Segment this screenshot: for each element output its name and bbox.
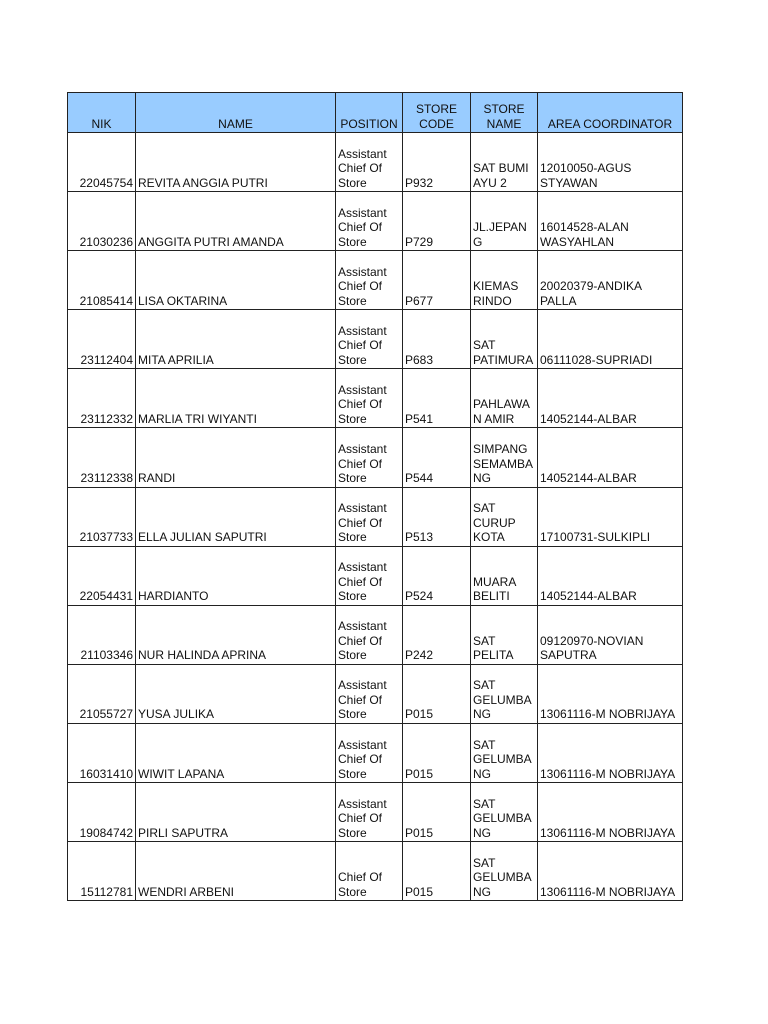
cell-position: Assistant Chief Of Store (335, 131, 403, 193)
table-row: 23112332 MARLIA TRI WIYANTI Assistant Chie… (67, 368, 683, 429)
cell-store-name: SAT PELITA (470, 604, 538, 665)
cell-nik: 23112332 (67, 368, 136, 429)
cell-name: NUR HALINDA APRINA (135, 604, 336, 665)
header-row: NIK NAME POSITION STORE CODE STORE NAME AREA … (67, 92, 683, 133)
cell-store-code: P729 (402, 191, 471, 252)
cell-area-coordinator: 13061116-M NOBRIJAYA (537, 841, 683, 902)
cell-nik: 21103346 (67, 604, 136, 665)
cell-position: Assistant Chief Of Store (335, 604, 403, 665)
cell-position: Assistant Chief Of Store (335, 722, 403, 784)
cell-position: Assistant Chief Of Store (335, 309, 403, 370)
cell-name: ELLA JULIAN SAPUTRI (135, 486, 336, 547)
table-row: 15112781 WENDRI ARBENI Chief Of Store P015 S… (67, 841, 683, 902)
cell-store-code: P683 (402, 309, 471, 370)
cell-nik: 21037733 (67, 486, 136, 547)
cell-store-code: P541 (402, 368, 471, 429)
cell-store-code: P513 (402, 486, 471, 547)
cell-store-name: SAT CURUP KOTA (470, 486, 538, 547)
employee-table: NIK NAME POSITION STORE CODE STORE NAME AREA … (67, 92, 683, 902)
cell-store-name: SAT GELUMBANG (470, 722, 538, 784)
cell-nik: 19084742 (67, 782, 136, 843)
cell-store-code: P524 (402, 545, 471, 606)
cell-store-name: SAT PATIMURA (470, 309, 538, 370)
cell-area-coordinator: 13061116-M NOBRIJAYA (537, 722, 683, 784)
cell-name: PIRLI SAPUTRA (135, 782, 336, 843)
cell-store-code: P544 (402, 427, 471, 488)
table-row: 22045754 REVITA ANGGIA PUTRI Assistant Chi… (67, 131, 683, 193)
header-store-code: STORE CODE (402, 92, 471, 133)
table-row: 16031410 WIWIT LAPANA Assistant Chief Of S… (67, 722, 683, 784)
cell-store-code: P015 (402, 722, 471, 784)
cell-store-name: KIEMAS RINDO (470, 250, 538, 311)
table-row: 19084742 PIRLI SAPUTRA Assistant Chief Of … (67, 782, 683, 843)
cell-nik: 21085414 (67, 250, 136, 311)
cell-position: Assistant Chief Of Store (335, 368, 403, 429)
cell-store-name: SAT GELUMBANG (470, 841, 538, 902)
cell-name: WENDRI ARBENI (135, 841, 336, 902)
cell-position: Assistant Chief Of Store (335, 486, 403, 547)
cell-store-name: PAHLAWAN AMIR (470, 368, 538, 429)
cell-area-coordinator: 20020379-ANDIKA PALLA (537, 250, 683, 311)
cell-store-code: P242 (402, 604, 471, 665)
cell-position: Assistant Chief Of Store (335, 545, 403, 606)
cell-store-code: P932 (402, 131, 471, 193)
cell-store-name: MUARA BELITI (470, 545, 538, 606)
cell-name: HARDIANTO (135, 545, 336, 606)
header-name: NAME (135, 92, 336, 133)
cell-store-code: P015 (402, 782, 471, 843)
cell-nik: 23112404 (67, 309, 136, 370)
cell-store-name: SAT GELUMBANG (470, 663, 538, 724)
header-store-name: STORE NAME (470, 92, 538, 133)
table-row: 23112404 MITA APRILIA Assistant Chief Of S… (67, 309, 683, 370)
cell-area-coordinator: 16014528-ALAN WASYAHLAN (537, 191, 683, 252)
table-row: 23112338 RANDI Assistant Chief Of Store P54… (67, 427, 683, 488)
cell-nik: 21055727 (67, 663, 136, 724)
cell-position: Chief Of Store (335, 841, 403, 902)
cell-area-coordinator: 14052144-ALBAR (537, 427, 683, 488)
cell-name: RANDI (135, 427, 336, 488)
cell-store-code: P015 (402, 841, 471, 902)
cell-name: WIWIT LAPANA (135, 722, 336, 784)
cell-nik: 16031410 (67, 722, 136, 784)
cell-store-name: SAT GELUMBANG (470, 782, 538, 843)
cell-area-coordinator: 14052144-ALBAR (537, 545, 683, 606)
cell-name: MITA APRILIA (135, 309, 336, 370)
cell-store-name: SAT BUMI AYU 2 (470, 131, 538, 193)
cell-store-code: P015 (402, 663, 471, 724)
table-row: 21030236 ANGGITA PUTRI AMANDA Assistant Ch… (67, 191, 683, 252)
cell-area-coordinator: 06111028-SUPRIADI (537, 309, 683, 370)
cell-nik: 23112338 (67, 427, 136, 488)
cell-area-coordinator: 09120970-NOVIAN SAPUTRA (537, 604, 683, 665)
cell-nik: 22054431 (67, 545, 136, 606)
cell-area-coordinator: 14052144-ALBAR (537, 368, 683, 429)
cell-name: ANGGITA PUTRI AMANDA (135, 191, 336, 252)
cell-nik: 15112781 (67, 841, 136, 902)
cell-area-coordinator: 12010050-AGUS STYAWAN (537, 131, 683, 193)
cell-area-coordinator: 13061116-M NOBRIJAYA (537, 663, 683, 724)
cell-store-name: SIMPANG SEMAMBANG (470, 427, 538, 488)
cell-store-name: JL.JEPANG (470, 191, 538, 252)
cell-position: Assistant Chief Of Store (335, 663, 403, 724)
cell-name: YUSA JULIKA (135, 663, 336, 724)
table-row: 21037733 ELLA JULIAN SAPUTRI Assistant Chi… (67, 486, 683, 547)
table-row: 21103346 NUR HALINDA APRINA Assistant Chie… (67, 604, 683, 665)
cell-position: Assistant Chief Of Store (335, 782, 403, 843)
table-row: 21085414 LISA OKTARINA Assistant Chief Of … (67, 250, 683, 311)
table-row: 21055727 YUSA JULIKA Assistant Chief Of St… (67, 663, 683, 724)
header-position: POSITION (335, 92, 403, 133)
cell-position: Assistant Chief Of Store (335, 427, 403, 488)
cell-nik: 22045754 (67, 131, 136, 193)
cell-nik: 21030236 (67, 191, 136, 252)
cell-store-code: P677 (402, 250, 471, 311)
cell-position: Assistant Chief Of Store (335, 250, 403, 311)
cell-name: MARLIA TRI WIYANTI (135, 368, 336, 429)
cell-name: LISA OKTARINA (135, 250, 336, 311)
cell-area-coordinator: 13061116-M NOBRIJAYA (537, 782, 683, 843)
cell-position: Assistant Chief Of Store (335, 191, 403, 252)
header-nik: NIK (67, 92, 136, 133)
header-area-coordinator: AREA COORDINATOR (537, 92, 683, 133)
cell-area-coordinator: 17100731-SULKIPLI (537, 486, 683, 547)
cell-name: REVITA ANGGIA PUTRI (135, 131, 336, 193)
table-row: 22054431 HARDIANTO Assistant Chief Of Stor… (67, 545, 683, 606)
